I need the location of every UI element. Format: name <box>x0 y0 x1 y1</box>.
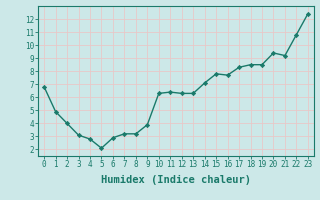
X-axis label: Humidex (Indice chaleur): Humidex (Indice chaleur) <box>101 175 251 185</box>
